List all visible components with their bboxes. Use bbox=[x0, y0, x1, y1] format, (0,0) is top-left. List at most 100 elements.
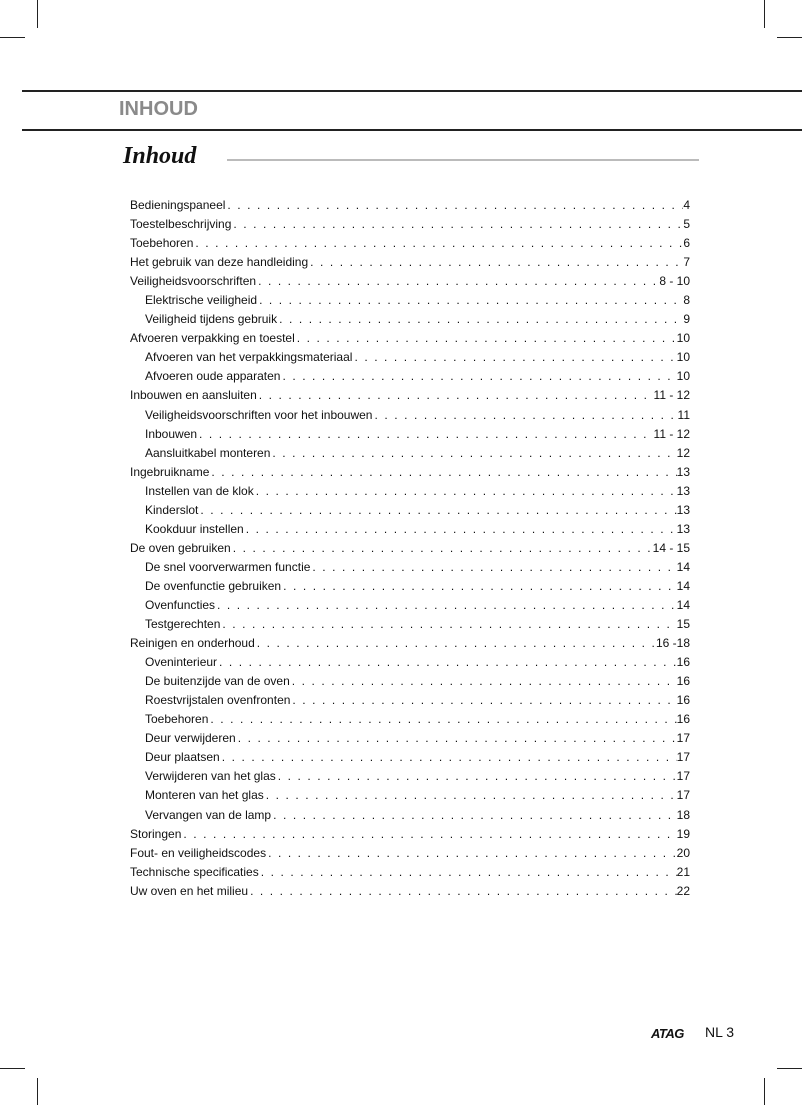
toc-entry[interactable]: Verwijderen van het glas 17 bbox=[130, 767, 690, 786]
dot-leader bbox=[255, 634, 656, 653]
toc-entry-page: 17 bbox=[676, 731, 690, 746]
toc-entry[interactable]: De snel voorverwarmen functie 14 bbox=[130, 558, 690, 577]
toc-entry-title: Kookduur instellen bbox=[145, 521, 244, 536]
toc-entry[interactable]: Toestelbeschrijving 5 bbox=[130, 215, 690, 234]
toc-entry[interactable]: Fout- en veiligheidscodes 20 bbox=[130, 844, 690, 863]
toc-entry-page: 21 bbox=[676, 864, 690, 879]
toc-entry-page: 16 bbox=[676, 693, 690, 708]
toc-entry-title: De ovenfunctie gebruiken bbox=[145, 578, 282, 593]
toc-entry-page: 14 bbox=[676, 578, 690, 593]
toc-entry-title: Aansluitkabel monteren bbox=[145, 445, 271, 460]
toc-entry-page: 14 bbox=[676, 559, 690, 574]
toc-entry-page: 13 bbox=[676, 464, 690, 479]
toc-entry[interactable]: Elektrische veiligheid 8 bbox=[130, 291, 690, 310]
toc-entry-page: 9 bbox=[683, 312, 690, 327]
toc-entry-page: 17 bbox=[676, 750, 690, 765]
toc-entry[interactable]: Technische specificaties 21 bbox=[130, 863, 690, 882]
toc-entry[interactable]: Testgerechten 15 bbox=[130, 615, 690, 634]
toc-entry-page: 18 bbox=[676, 807, 690, 822]
toc-entry[interactable]: Oveninterieur 16 bbox=[130, 653, 690, 672]
toc-entry-title: Inbouwen bbox=[145, 426, 198, 441]
toc-entry[interactable]: Inbouwen 11 - 12 bbox=[130, 425, 690, 444]
crop-mark bbox=[777, 1068, 802, 1069]
toc-entry[interactable]: De oven gebruiken 14 - 15 bbox=[130, 539, 690, 558]
toc-entry[interactable]: Vervangen van de lamp 18 bbox=[130, 806, 690, 825]
toc-entry[interactable]: Deur verwijderen 17 bbox=[130, 729, 690, 748]
toc-entry-title: Monteren van het glas bbox=[145, 788, 264, 803]
toc-entry-title: Ingebruikname bbox=[130, 464, 210, 479]
toc-entry-title: Veiligheid tijdens gebruik bbox=[145, 312, 278, 327]
toc-entry[interactable]: Aansluitkabel monteren 12 bbox=[130, 444, 690, 463]
toc-entry[interactable]: Veiligheidsvoorschriften 8 - 10 bbox=[130, 272, 690, 291]
toc-entry-page: 5 bbox=[683, 217, 690, 232]
toc-entry-title: Ovenfuncties bbox=[145, 597, 216, 612]
dot-leader bbox=[266, 844, 677, 863]
toc-entry-page: 16 -18 bbox=[655, 636, 690, 651]
toc-entry[interactable]: Storingen 19 bbox=[130, 825, 690, 844]
toc-entry-title: Technische specificaties bbox=[130, 864, 259, 879]
toc-entry[interactable]: Afvoeren verpakking en toestel 10 bbox=[130, 329, 690, 348]
dot-leader bbox=[248, 882, 677, 901]
toc-entry-page: 10 bbox=[676, 369, 690, 384]
dot-leader bbox=[193, 234, 683, 253]
dot-leader bbox=[181, 825, 676, 844]
toc-entry-title: Toebehoren bbox=[145, 712, 209, 727]
toc-entry-title: Bedieningspaneel bbox=[130, 198, 226, 212]
toc-entry[interactable]: Afvoeren van het verpakkingsmateriaal 10 bbox=[130, 348, 690, 367]
toc-entry-page: 8 bbox=[683, 293, 690, 308]
dot-leader bbox=[209, 463, 676, 482]
toc-entry-title: Verwijderen van het glas bbox=[145, 769, 276, 784]
dot-leader bbox=[225, 196, 683, 215]
dot-leader bbox=[198, 501, 676, 520]
toc-entry-title: Inbouwen en aansluiten bbox=[130, 388, 257, 403]
toc-entry-title: De snel voorverwarmen functie bbox=[145, 559, 311, 574]
dot-leader bbox=[256, 272, 659, 291]
toc-entry[interactable]: Monteren van het glas 17 bbox=[130, 786, 690, 805]
dot-leader bbox=[295, 329, 677, 348]
toc-entry[interactable]: Instellen van de klok 13 bbox=[130, 482, 690, 501]
toc-entry[interactable]: De buitenzijde van de oven 16 bbox=[130, 672, 690, 691]
toc-entry[interactable]: Bedieningspaneel 4 bbox=[130, 196, 690, 215]
dot-leader bbox=[308, 253, 683, 272]
toc-entry[interactable]: Ingebruikname 13 bbox=[130, 463, 690, 482]
toc-entry-title: Oveninterieur bbox=[145, 655, 218, 670]
toc-entry[interactable]: Het gebruik van deze handleiding 7 bbox=[130, 253, 690, 272]
crop-mark bbox=[764, 1078, 765, 1105]
toc-entry-title: Toestelbeschrijving bbox=[130, 217, 232, 232]
toc-entry-page: 10 bbox=[676, 350, 690, 365]
toc-entry[interactable]: Uw oven en het milieu 22 bbox=[130, 882, 690, 901]
toc-entry-title: Het gebruik van deze handleiding bbox=[130, 255, 309, 270]
toc-entry-page: 14 - 15 bbox=[652, 540, 690, 555]
dot-leader bbox=[281, 577, 677, 596]
toc-entry[interactable]: Veiligheid tijdens gebruik 9 bbox=[130, 310, 690, 329]
toc-entry[interactable]: Reinigen en onderhoud 16 -18 bbox=[130, 634, 690, 653]
toc-entry[interactable]: Inbouwen en aansluiten 11 - 12 bbox=[130, 386, 690, 405]
toc-entry[interactable]: Toebehoren 6 bbox=[130, 234, 690, 253]
dot-leader bbox=[276, 767, 677, 786]
toc-entry-page: 10 bbox=[676, 331, 690, 346]
toc-entry[interactable]: Afvoeren oude apparaten 10 bbox=[130, 367, 690, 386]
toc-entry-page: 4 bbox=[683, 198, 690, 212]
toc-entry-title: Vervangen van de lamp bbox=[145, 807, 272, 822]
toc-entry-page: 16 bbox=[676, 712, 690, 727]
toc-entry[interactable]: Kinderslot 13 bbox=[130, 501, 690, 520]
toc-entry-page: 20 bbox=[676, 845, 690, 860]
toc-entry-page: 12 bbox=[676, 445, 690, 460]
toc-entry-page: 22 bbox=[676, 883, 690, 898]
dot-leader bbox=[264, 786, 677, 805]
toc-entry[interactable]: Veiligheidsvoorschriften voor het inbouw… bbox=[130, 406, 690, 425]
toc-entry[interactable]: Kookduur instellen 13 bbox=[130, 520, 690, 539]
dot-leader bbox=[231, 215, 683, 234]
toc-entry-title: Storingen bbox=[130, 826, 182, 841]
dot-leader bbox=[372, 406, 677, 425]
toc-entry[interactable]: De ovenfunctie gebruiken 14 bbox=[130, 577, 690, 596]
dot-leader bbox=[257, 291, 683, 310]
toc-entry[interactable]: Deur plaatsen 17 bbox=[130, 748, 690, 767]
header-rule-bottom bbox=[22, 129, 802, 131]
dot-leader bbox=[290, 672, 677, 691]
toc-entry[interactable]: Toebehoren 16 bbox=[130, 710, 690, 729]
toc-entry[interactable]: Ovenfuncties 14 bbox=[130, 596, 690, 615]
toc-entry-page: 17 bbox=[676, 769, 690, 784]
section-header: INHOUD bbox=[119, 98, 198, 120]
toc-entry[interactable]: Roestvrijstalen ovenfronten 16 bbox=[130, 691, 690, 710]
